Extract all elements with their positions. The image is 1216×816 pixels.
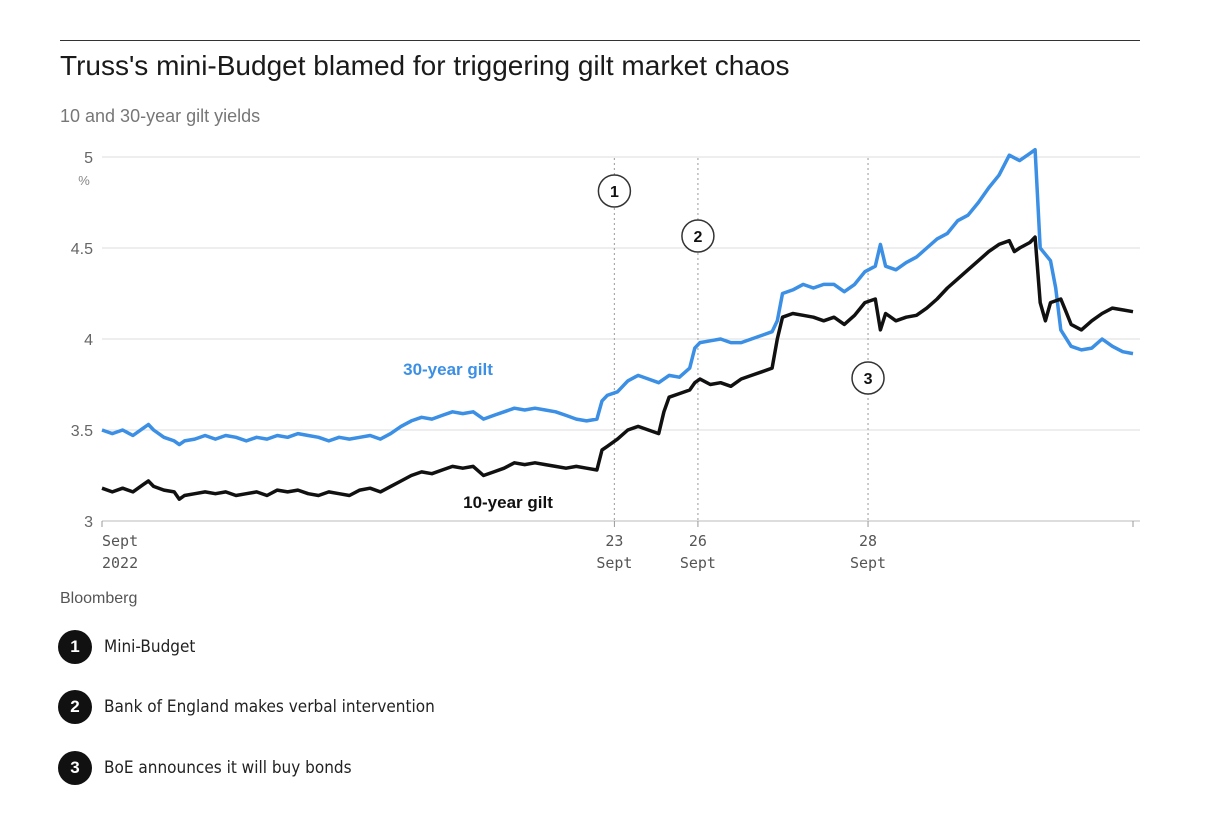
legend-note-2: 2 Bank of England makes verbal intervent… — [58, 690, 472, 724]
legend-text-2: Bank of England makes verbal interventio… — [104, 697, 435, 717]
y-tick-label: 3.5 — [71, 423, 93, 440]
annotation-marker-label: 1 — [610, 184, 619, 201]
y-tick-label: 4 — [84, 332, 93, 349]
top-rule — [60, 40, 1140, 41]
y-tick-label: 5 — [84, 150, 93, 167]
y-tick-label: 3 — [84, 514, 93, 531]
x-tick-label: Sept — [102, 532, 138, 550]
series-line-30-year — [101, 147, 1134, 447]
x-tick-label: Sept — [596, 554, 632, 572]
x-tick-label: Sept — [850, 554, 886, 572]
source-label: Bloomberg — [60, 590, 138, 607]
x-tick-label: 2022 — [102, 554, 138, 572]
x-tick-label: 28 — [859, 532, 877, 550]
chart-subtitle: 10 and 30-year gilt yields — [60, 106, 261, 126]
legend-badge-1: 1 — [58, 630, 92, 664]
legend-note-3: 3 BoE announces it will buy bonds — [58, 751, 379, 785]
annotation-marker-label: 3 — [864, 371, 873, 388]
series-label-30-year: 30-year gilt — [403, 360, 493, 379]
x-tick-label: 23 — [605, 532, 623, 550]
legend-text-3: BoE announces it will buy bonds — [104, 758, 352, 778]
legend-text-1: Mini-Budget — [104, 637, 196, 657]
legend-badge-3: 3 — [58, 751, 92, 785]
x-tick-label: 26 — [689, 532, 707, 550]
annotation-marker-2 — [681, 219, 715, 253]
y-unit-label: % — [78, 173, 90, 188]
series-line-10-year — [101, 235, 1134, 501]
annotation-marker-label: 2 — [693, 229, 702, 246]
series-label-10-year: 10-year gilt — [463, 493, 553, 512]
annotation-marker-3 — [851, 361, 885, 395]
line-chart: 54.543.53%Sept202223Sept26Sept28Sept30-y… — [71, 147, 1140, 572]
annotation-marker-1 — [597, 174, 632, 208]
chart-title: Truss's mini-Budget blamed for triggerin… — [60, 50, 790, 81]
legend-badge-2: 2 — [58, 690, 92, 724]
y-tick-label: 4.5 — [71, 241, 93, 258]
x-tick-label: Sept — [680, 554, 716, 572]
legend-note-1: 1 Mini-Budget — [58, 630, 206, 664]
